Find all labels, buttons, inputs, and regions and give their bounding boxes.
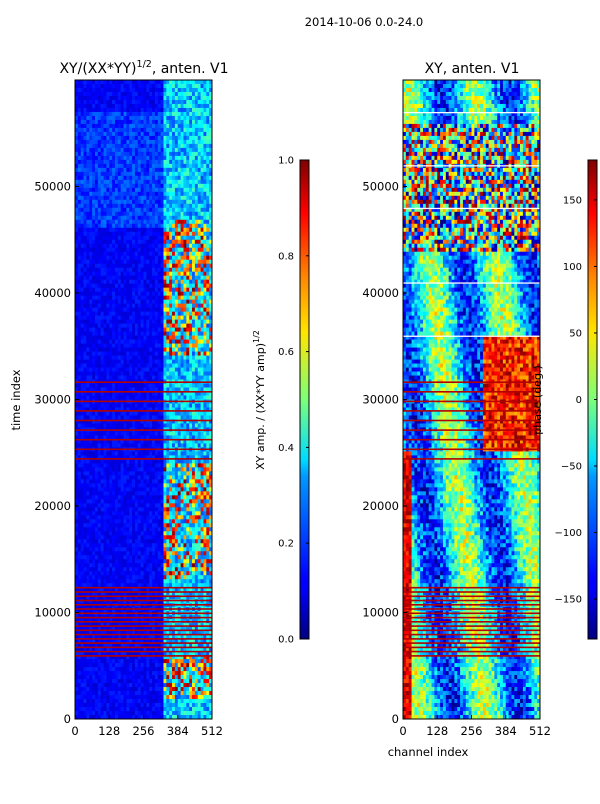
phase-panel-title: XY, anten. V1 <box>425 61 520 77</box>
amplitude-heatmap-image <box>75 80 212 719</box>
phase-xtick-label: 384 <box>495 724 517 738</box>
phase-ytick-label: 20000 <box>362 499 399 513</box>
amplitude-xtick-label: 256 <box>133 724 155 738</box>
amplitude-panel: XY/(XX*YY)1/2, anten. V1 0 10000 20000 3000… <box>9 59 229 738</box>
amplitude-colorbar: 0.0 0.2 0.4 0.6 0.8 1.0 XY amp. / (XX*YY amp)… <box>252 156 309 646</box>
phase-xtick-label: 512 <box>529 724 551 738</box>
phase-ytick-label: 30000 <box>362 393 399 407</box>
amplitude-ytick-label: 30000 <box>34 393 71 407</box>
phase-colorbar-tick-label: 0 <box>576 395 582 406</box>
amplitude-xtick-label: 0 <box>71 724 78 738</box>
phase-ytick-label: 50000 <box>362 180 399 194</box>
amplitude-colorbar-label-main: XY amp. / (XX*YY amp) <box>254 343 267 470</box>
amplitude-title-exponent: 1/2 <box>137 59 152 70</box>
amplitude-y-axis-label: time index <box>9 369 23 430</box>
amplitude-colorbar-tick-label: 0.6 <box>278 347 294 358</box>
phase-colorbar-tick-label: 100 <box>563 262 582 273</box>
phase-colorbar-label: phase (deg.) <box>531 365 544 435</box>
amplitude-colorbar-tick-label: 0.4 <box>278 443 294 454</box>
amplitude-xtick-label: 384 <box>167 724 189 738</box>
amplitude-colorbar-gradient <box>300 160 309 639</box>
phase-colorbar-tick-label: −100 <box>555 528 582 539</box>
phase-panel: XY, anten. V1 0 10000 20000 30000 40000 50000… <box>362 61 551 759</box>
phase-y-ticks: 0 10000 20000 30000 40000 50000 <box>362 180 407 727</box>
phase-ytick-label: 10000 <box>362 606 399 620</box>
phase-colorbar: −150 −100 −50 0 50 100 150 phase (deg.) <box>531 160 597 639</box>
amplitude-ytick-label: 10000 <box>34 606 71 620</box>
amplitude-colorbar-tick-label: 0.0 <box>278 635 294 646</box>
amplitude-colorbar-tick-label: 0.2 <box>278 539 294 550</box>
amplitude-xtick-label: 128 <box>98 724 120 738</box>
amplitude-colorbar-tick-label: 0.8 <box>278 251 294 262</box>
phase-ytick-label: 40000 <box>362 286 399 300</box>
amplitude-y-ticks: 0 10000 20000 30000 40000 50000 <box>34 180 79 727</box>
amplitude-colorbar-label-exponent: 1/2 <box>252 330 261 343</box>
phase-colorbar-tick-label: −150 <box>555 595 582 606</box>
phase-xtick-label: 128 <box>426 724 448 738</box>
phase-colorbar-tick-label: 150 <box>563 195 582 206</box>
phase-xtick-label: 256 <box>461 724 483 738</box>
channel-index-xlabel: channel index <box>388 745 469 759</box>
phase-xtick-label: 0 <box>399 724 406 738</box>
amplitude-title-main: XY/(XX*YY) <box>59 61 136 77</box>
suptitle: 2014-10-06 0.0-24.0 <box>305 15 424 29</box>
amplitude-xtick-label: 512 <box>201 724 223 738</box>
phase-heatmap-image <box>403 80 540 719</box>
amplitude-colorbar-tick-label: 1.0 <box>278 156 294 167</box>
amplitude-ytick-label: 20000 <box>34 499 71 513</box>
amplitude-colorbar-label: XY amp. / (XX*YY amp)1/2 <box>252 330 267 470</box>
amplitude-ytick-label: 40000 <box>34 286 71 300</box>
phase-colorbar-tick-label: 50 <box>569 328 582 339</box>
phase-colorbar-tick-label: −50 <box>561 462 582 473</box>
amplitude-ytick-label: 50000 <box>34 180 71 194</box>
amplitude-panel-title: XY/(XX*YY)1/2, anten. V1 <box>59 59 228 77</box>
amplitude-title-tail: , anten. V1 <box>152 61 229 77</box>
phase-ytick-label: 0 <box>392 712 399 726</box>
amplitude-ytick-label: 0 <box>64 712 71 726</box>
